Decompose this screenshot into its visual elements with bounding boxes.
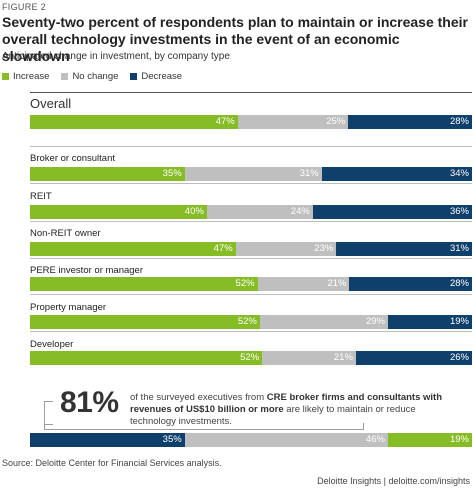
group-label-developer: Developer — [30, 339, 74, 350]
legend-swatch-decrease — [130, 73, 138, 80]
bar-property-manager-label-no-change: 29% — [365, 316, 385, 327]
bar-overall-seg-decrease: 28% — [348, 115, 472, 129]
callout-bar-label-increase: 19% — [449, 434, 469, 445]
bar-reit-label-decrease: 36% — [449, 206, 469, 217]
bar-non-reit-owner-label-no-change: 23% — [314, 243, 334, 254]
group-divider-reit — [30, 183, 472, 184]
bar-overall-label-no-change: 25% — [326, 116, 346, 127]
bar-overall-label-decrease: 28% — [449, 116, 469, 127]
bar-property-manager-label-decrease: 19% — [449, 316, 469, 327]
bar-broker-or-consultant: 35% 31% 34% — [30, 167, 472, 181]
bar-broker-or-consultant-seg-decrease: 34% — [321, 167, 472, 181]
bar-reit-seg-no-change: 24% — [206, 205, 313, 219]
bar-pere-investor-or-manager-seg-increase: 52% — [30, 277, 258, 291]
legend-label-increase: Increase — [13, 71, 50, 82]
callout-bar-seg-decrease: 35% — [30, 433, 185, 447]
bar-pere-investor-or-manager-seg-no-change: 21% — [257, 277, 350, 291]
bar-overall: 47% 25% 28% — [30, 115, 472, 129]
chart-title: Seventy-two percent of respondents plan … — [2, 14, 468, 64]
group-divider-developer — [30, 331, 472, 332]
callout-bar-seg-no-change: 46% — [184, 433, 388, 447]
legend-label-decrease: Decrease — [141, 71, 183, 82]
bar-broker-or-consultant-seg-increase: 35% — [30, 167, 185, 181]
bar-non-reit-owner-seg-no-change: 23% — [235, 242, 337, 256]
bar-pere-investor-or-manager-label-decrease: 28% — [449, 278, 469, 289]
callout-number: 81% — [60, 386, 119, 419]
bar-non-reit-owner: 47% 23% 31% — [30, 242, 472, 256]
credit-line: Deloitte Insights | deloitte.com/insight… — [317, 476, 470, 486]
bar-broker-or-consultant-label-increase: 35% — [162, 168, 182, 179]
callout-text-part-1: of the surveyed executives from — [130, 392, 267, 403]
callout-bar: 35% 46% 19% — [30, 433, 472, 447]
bar-developer-label-decrease: 26% — [449, 352, 469, 363]
bar-broker-or-consultant-seg-no-change: 31% — [184, 167, 322, 181]
group-label-overall: Overall — [30, 96, 72, 111]
group-label-property-manager: Property manager — [30, 302, 107, 313]
bar-property-manager-seg-increase: 52% — [30, 315, 260, 329]
bar-reit-seg-decrease: 36% — [312, 205, 472, 219]
legend-swatch-increase — [2, 73, 9, 80]
bar-non-reit-owner-label-increase: 47% — [213, 243, 233, 254]
bar-overall-label-increase: 47% — [215, 116, 235, 127]
bar-property-manager: 52% 29% 19% — [30, 315, 472, 329]
group-divider-broker-or-consultant — [30, 146, 472, 147]
bar-property-manager-seg-decrease: 19% — [388, 315, 472, 329]
bar-reit-label-no-change: 24% — [290, 206, 310, 217]
bar-developer-label-no-change: 21% — [333, 352, 353, 363]
bar-pere-investor-or-manager-seg-decrease: 28% — [349, 277, 472, 291]
bar-broker-or-consultant-label-no-change: 31% — [299, 168, 319, 179]
callout-bar-seg-increase: 19% — [388, 433, 472, 447]
legend-item-decrease: Decrease — [130, 71, 182, 82]
bar-broker-or-consultant-label-decrease: 34% — [449, 168, 469, 179]
callout-text-part-2: are likely to maintain or reduce technol… — [130, 404, 416, 427]
bar-developer: 52% 21% 26% — [30, 351, 472, 365]
bar-overall-seg-no-change: 25% — [237, 115, 349, 129]
bar-pere-investor-or-manager-label-increase: 52% — [235, 278, 255, 289]
callout-text: of the surveyed executives from CRE brok… — [130, 392, 448, 428]
legend: Increase No change Decrease — [2, 71, 194, 82]
callout-bracket-bottom — [44, 423, 364, 430]
chart-subtitle: Anticipated change in investment, by com… — [2, 51, 230, 62]
bar-developer-label-increase: 52% — [240, 352, 260, 363]
bar-property-manager-seg-no-change: 29% — [259, 315, 388, 329]
group-label-broker-or-consultant: Broker or consultant — [30, 153, 116, 164]
bar-reit-seg-increase: 40% — [30, 205, 207, 219]
group-divider-non-reit-owner — [30, 221, 472, 222]
group-divider-property-manager — [30, 294, 472, 295]
legend-swatch-no-change — [61, 73, 69, 80]
group-label-reit: REIT — [30, 191, 52, 202]
bar-developer-seg-increase: 52% — [30, 351, 263, 365]
bar-non-reit-owner-seg-increase: 47% — [30, 242, 236, 256]
legend-item-no-change: No change — [61, 71, 118, 82]
callout-text-bold: CRE broker firms and consultants with re… — [130, 392, 443, 415]
bar-developer-seg-no-change: 21% — [262, 351, 356, 365]
group-divider-pere-investor-or-manager — [30, 258, 472, 259]
legend-item-increase: Increase — [2, 71, 49, 82]
group-label-non-reit-owner: Non-REIT owner — [30, 228, 101, 239]
bar-non-reit-owner-label-decrease: 31% — [449, 243, 469, 254]
figure-label: FIGURE 2 — [2, 2, 46, 12]
bar-developer-seg-decrease: 26% — [355, 351, 472, 365]
group-divider-overall — [30, 92, 472, 93]
bar-overall-seg-increase: 47% — [30, 115, 238, 129]
bar-property-manager-label-increase: 52% — [237, 316, 257, 327]
bar-reit-label-increase: 40% — [184, 206, 204, 217]
bar-reit: 40% 24% 36% — [30, 205, 472, 219]
group-label-pere-investor-or-manager: PERE investor or manager — [30, 265, 143, 276]
callout-bar-label-no-change: 46% — [365, 434, 385, 445]
bar-pere-investor-or-manager: 52% 21% 28% — [30, 277, 472, 291]
bar-pere-investor-or-manager-label-no-change: 21% — [327, 278, 347, 289]
legend-label-no-change: No change — [72, 71, 119, 82]
callout-bar-label-decrease: 35% — [162, 434, 182, 445]
source-note: Source: Deloitte Center for Financial Se… — [2, 458, 222, 468]
callout-bracket-left — [44, 401, 53, 425]
bar-non-reit-owner-seg-decrease: 31% — [336, 242, 472, 256]
